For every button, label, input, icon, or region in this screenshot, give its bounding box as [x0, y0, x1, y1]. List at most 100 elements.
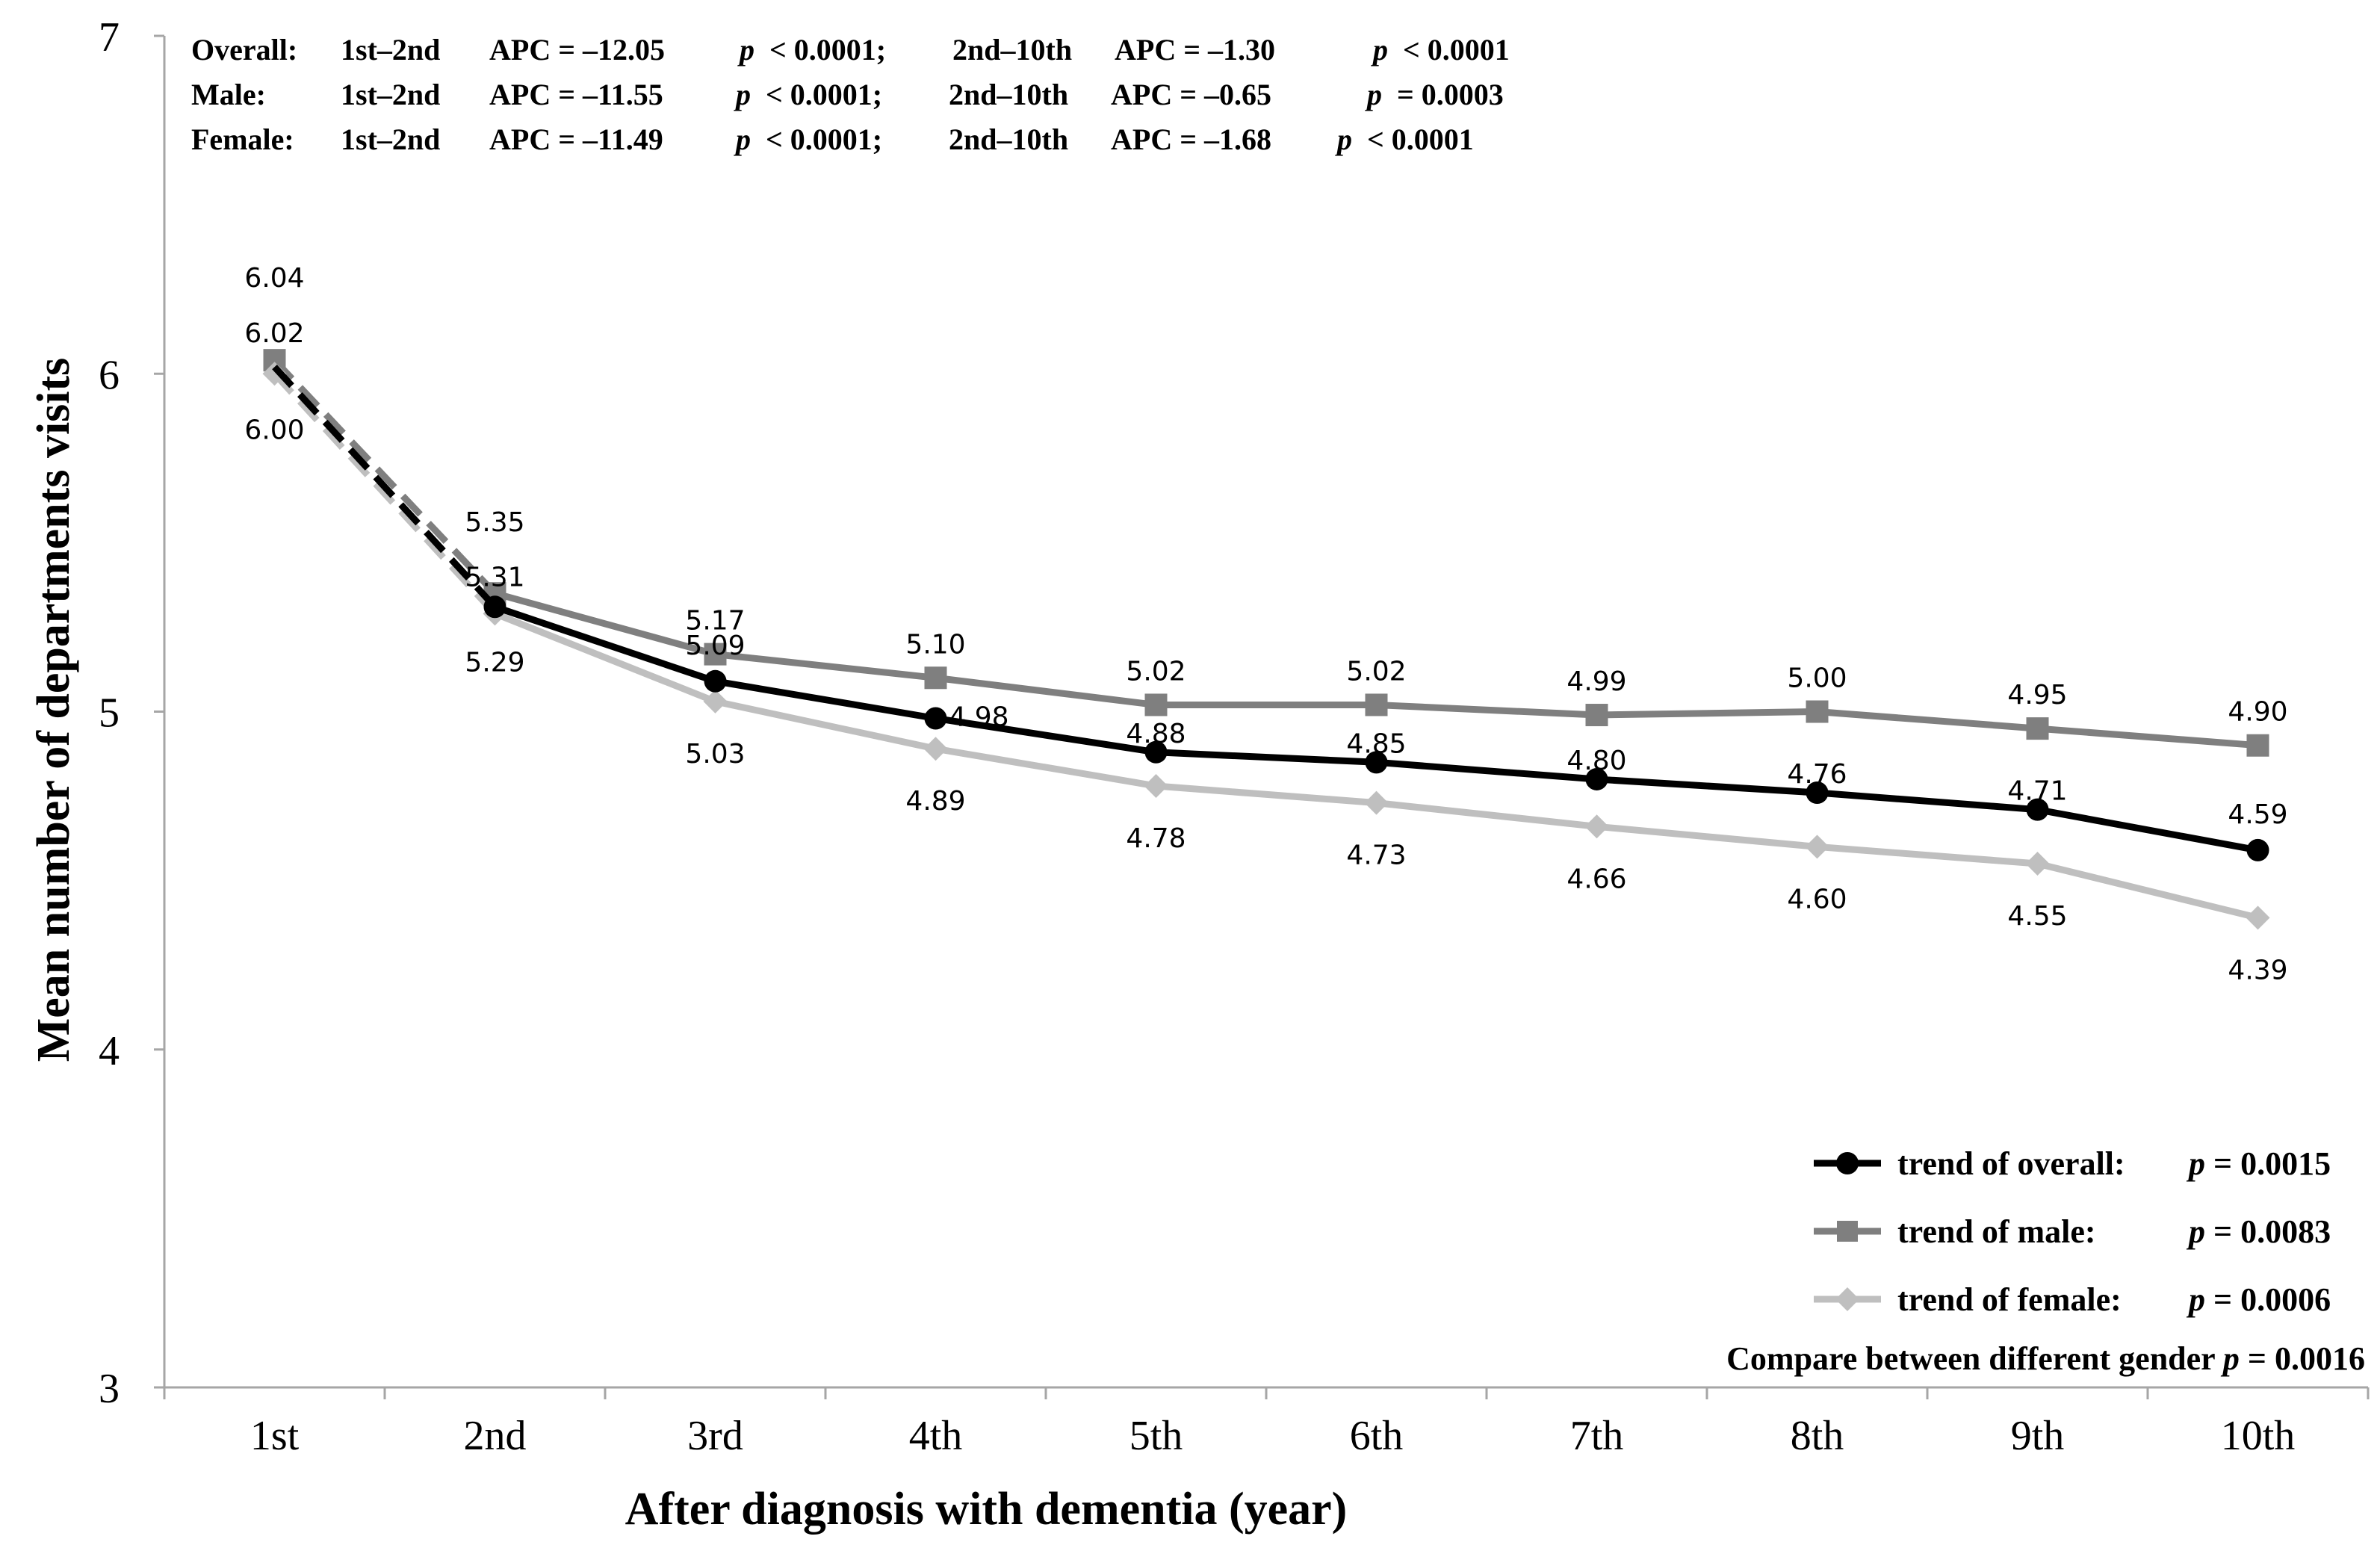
x-tick-label: 4th	[909, 1413, 963, 1459]
point-female	[2025, 852, 2050, 876]
axes-layer: 3 4 5 6 7 1st 2nd 3rd 4th 5th 6th 7th 8th 9th 10th	[99, 14, 2370, 1459]
data-label-overall: 4.76	[1787, 759, 1847, 790]
data-label-male: 5.00	[1787, 663, 1847, 694]
point-male	[1144, 693, 1168, 716]
data-label-overall: 4.85	[1346, 728, 1406, 759]
x-tick-label: 7th	[1570, 1413, 1624, 1459]
data-label-overall: 4.59	[2228, 799, 2287, 830]
point-male	[1806, 700, 1829, 723]
series-female	[262, 362, 2270, 930]
data-label-male: 5.02	[1126, 656, 1186, 687]
legend-p-male: p = 0.0083	[2186, 1213, 2331, 1250]
x-tick-label: 10th	[2221, 1413, 2296, 1459]
data-label-overall: 4.98	[949, 702, 1008, 733]
point-overall	[924, 707, 947, 730]
data-label-male: 4.95	[2007, 680, 2067, 711]
x-tick-label: 2nd	[464, 1413, 527, 1459]
data-labels-layer: 6.02 5.31 5.09 4.98 4.88 4.85 4.80 4.76 4.71 4.59…	[244, 263, 2287, 985]
point-female	[1144, 773, 1168, 798]
data-label-female: 6.00	[244, 415, 304, 445]
point-male	[704, 643, 727, 666]
annotation-overall: Overall: 1st–2nd APC = –12.05 p < 0.0001…	[191, 33, 1510, 66]
x-tick-label: 1st	[250, 1413, 300, 1459]
point-overall	[1144, 740, 1168, 764]
y-tick-label: 4	[99, 1028, 120, 1074]
x-tick-label: 8th	[1791, 1413, 1844, 1459]
legend-marker-male	[1837, 1221, 1858, 1242]
data-label-male: 6.04	[244, 263, 304, 294]
data-label-male: 5.10	[905, 629, 965, 660]
data-label-female: 4.89	[905, 786, 965, 817]
point-overall	[2026, 798, 2049, 821]
y-tick-label: 3	[99, 1366, 120, 1412]
point-female	[1364, 790, 1389, 815]
point-male	[924, 666, 947, 690]
data-label-male: 5.17	[685, 606, 745, 637]
data-label-female: 5.29	[465, 647, 524, 678]
annotation-female: Female: 1st–2nd APC = –11.49 p < 0.0001;…	[191, 123, 1474, 156]
y-tick-label: 7	[99, 14, 120, 61]
data-label-female: 4.39	[2228, 955, 2287, 985]
data-label-male: 5.35	[465, 507, 524, 538]
point-male	[1585, 704, 1608, 727]
point-female	[1805, 835, 1829, 859]
x-tick-label: 5th	[1129, 1413, 1183, 1459]
point-overall	[1806, 781, 1829, 805]
point-female	[923, 737, 948, 761]
legend-label-overall: trend of overall:	[1897, 1145, 2125, 1182]
legend: trend of overall: p = 0.0015 trend of ma…	[1726, 1145, 2365, 1377]
point-overall	[704, 669, 727, 693]
series-female-dashed-segment	[272, 371, 498, 616]
data-label-overall: 4.88	[1126, 719, 1186, 749]
data-label-female: 4.60	[1787, 884, 1847, 914]
data-label-overall: 5.31	[465, 562, 524, 592]
x-axis-title: After diagnosis with dementia (year)	[625, 1484, 1348, 1535]
point-female	[1584, 814, 1609, 839]
data-label-female: 4.78	[1126, 823, 1186, 854]
legend-label-male: trend of male:	[1897, 1213, 2096, 1250]
data-label-female: 5.03	[685, 739, 745, 770]
point-overall	[1585, 767, 1608, 790]
point-overall	[1365, 751, 1388, 774]
legend-p-overall: p = 0.0015	[2186, 1145, 2331, 1182]
data-label-overall: 4.80	[1566, 746, 1626, 776]
x-tick-label: 6th	[1350, 1413, 1404, 1459]
series-layer	[262, 349, 2270, 930]
point-overall	[483, 595, 506, 619]
data-label-male: 4.90	[2228, 697, 2287, 728]
series-male-dashed-segment	[272, 358, 498, 596]
legend-label-female: trend of female:	[1897, 1281, 2122, 1318]
data-label-male: 4.99	[1566, 666, 1626, 697]
data-label-female: 4.73	[1346, 841, 1406, 871]
apc-annotations: Overall: 1st–2nd APC = –12.05 p < 0.0001…	[191, 33, 1510, 156]
series-male	[263, 349, 2269, 757]
point-overall	[2246, 838, 2269, 861]
legend-marker-overall	[1836, 1152, 1859, 1174]
x-tick-label: 3rd	[687, 1413, 743, 1459]
data-label-overall: 6.02	[244, 318, 304, 349]
series-overall	[272, 365, 2269, 861]
data-label-overall: 5.09	[685, 631, 745, 661]
x-tick-label: 9th	[2011, 1413, 2065, 1459]
point-male	[2246, 734, 2269, 757]
point-female	[2246, 906, 2270, 930]
y-axis-title: Mean number of departments visits	[28, 358, 79, 1062]
point-female	[262, 362, 287, 386]
y-tick-label: 5	[99, 690, 120, 737]
data-label-male: 5.02	[1346, 656, 1406, 687]
point-female	[703, 689, 728, 713]
annotation-male: Male: 1st–2nd APC = –11.55 p < 0.0001; 2…	[191, 78, 1504, 111]
point-male	[2026, 717, 2049, 740]
legend-marker-female	[1835, 1287, 1859, 1311]
data-label-overall: 4.71	[2007, 776, 2067, 807]
y-tick-label: 6	[99, 352, 120, 398]
legend-item-overall: trend of overall: p = 0.0015	[1814, 1145, 2331, 1182]
point-male	[1365, 693, 1388, 716]
legend-compare: Compare between different gender p = 0.0…	[1726, 1340, 2365, 1377]
series-overall-dashed-segment	[272, 365, 498, 610]
legend-item-female: trend of female: p = 0.0006	[1814, 1281, 2331, 1318]
data-label-female: 4.66	[1566, 864, 1626, 894]
legend-item-male: trend of male: p = 0.0083	[1814, 1213, 2331, 1250]
data-label-female: 4.55	[2007, 901, 2067, 932]
